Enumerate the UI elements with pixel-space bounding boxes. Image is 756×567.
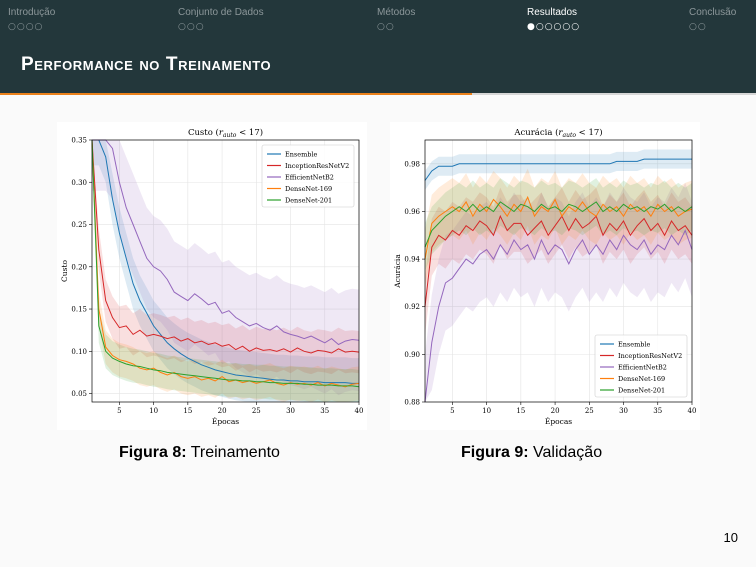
figure-8-text: Treinamento — [190, 444, 280, 461]
y-tick-label: 0.98 — [404, 160, 420, 168]
figure-9-caption: Figura 9: Validação — [461, 444, 602, 462]
figure-8-caption: Figura 8: Treinamento — [119, 444, 280, 462]
legend-box — [261, 144, 355, 208]
x-tick-label: 10 — [149, 407, 158, 415]
legend: Ensemble InceptionResNetV2 EfficientNetB2 D… — [594, 334, 688, 398]
band-densenet-169 — [425, 168, 692, 288]
x-tick-label: 40 — [688, 407, 697, 415]
nav-dots-introducao[interactable]: ○○○○ — [8, 22, 44, 32]
nav-dots-resultados[interactable]: ●○○○○○ — [527, 22, 581, 32]
x-axis-label: Épocas — [212, 417, 239, 426]
x-tick-label: 25 — [585, 407, 594, 415]
nav-section-introducao[interactable]: Introdução — [8, 7, 56, 18]
x-tick-label: 30 — [286, 407, 295, 415]
band-efficientnetb2 — [92, 140, 359, 396]
band-densenet-201 — [425, 178, 692, 271]
legend-label-inceptionresnetv2: InceptionResNetV2 — [618, 352, 682, 360]
band-densenet-169 — [92, 140, 359, 402]
x-tick-label: 35 — [653, 407, 662, 415]
line-efficientnetb2 — [424, 229, 693, 403]
section-navigation: Introdução ○○○○ Conjunto de Dados ○○○ Mé… — [0, 0, 756, 36]
line-ensemble — [92, 139, 359, 384]
legend-box — [594, 334, 688, 398]
band-inceptionresnetv2 — [92, 140, 359, 375]
nav-dots-metodos[interactable]: ○○ — [377, 22, 395, 32]
legend-label-ensemble: Ensemble — [285, 151, 318, 159]
y-tick-label: 0.15 — [71, 306, 87, 314]
line-densenet-201 — [424, 201, 693, 248]
loss-chart: Custo (rauto < 17) 5 10 15 20 25 30 35 40 0.05 0.1… — [60, 127, 364, 426]
band-densenet-201 — [92, 140, 359, 402]
band-ensemble — [92, 140, 359, 402]
y-tick-label: 0.25 — [71, 221, 87, 229]
legend: Ensemble InceptionResNetV2 EfficientNetB2 D… — [261, 144, 355, 208]
nav-section-resultados[interactable]: Resultados — [527, 7, 578, 18]
x-tick-label: 15 — [183, 407, 192, 415]
accuracy-chart: Acurácia (rauto < 17) 5 10 15 20 25 30 35 40 0.88… — [393, 127, 697, 426]
legend-label-efficientnetb2: EfficientNetB2 — [285, 174, 334, 182]
y-tick-label: 0.10 — [71, 348, 87, 356]
figure-8-label: Figura 8: — [119, 444, 187, 461]
line-inceptionresnetv2 — [424, 214, 693, 307]
y-axis-label: Acurácia — [393, 254, 402, 289]
plot-frame — [424, 139, 693, 403]
y-tick-label: 0.35 — [71, 137, 87, 145]
figure-training-loss: Custo (rauto < 17) 5 10 15 20 25 30 35 40 0.05 0.1… — [57, 122, 367, 430]
x-tick-label: 5 — [450, 407, 454, 415]
band-ensemble — [425, 149, 692, 190]
y-tick-label: 0.20 — [71, 263, 87, 271]
x-tick-label: 20 — [218, 407, 227, 415]
x-tick-label: 40 — [355, 407, 364, 415]
page-number: 10 — [723, 530, 738, 545]
chart-title: Custo (rauto < 17) — [188, 127, 263, 139]
y-tick-label: 0.30 — [71, 179, 87, 187]
figure-validation-accuracy: Acurácia (rauto < 17) 5 10 15 20 25 30 35 40 0.88… — [390, 122, 700, 430]
chart-title: Acurácia (rauto < 17) — [513, 127, 602, 139]
legend-label-efficientnetb2: EfficientNetB2 — [618, 364, 667, 372]
x-tick-label: 35 — [320, 407, 329, 415]
x-tick-label: 10 — [482, 407, 491, 415]
line-ensemble — [424, 158, 692, 181]
figure-9-label: Figura 9: — [461, 444, 529, 461]
y-tick-label: 0.05 — [71, 390, 87, 398]
legend-label-densenet-169: DenseNet-169 — [618, 375, 665, 383]
legend-label-densenet-201: DenseNet-201 — [618, 387, 665, 395]
legend-label-ensemble: Ensemble — [618, 341, 651, 349]
nav-dots-conclusao[interactable]: ○○ — [689, 22, 707, 32]
line-efficientnetb2 — [92, 139, 360, 346]
line-inceptionresnetv2 — [91, 139, 360, 354]
x-tick-label: 30 — [619, 407, 628, 415]
legend-label-inceptionresnetv2: InceptionResNetV2 — [285, 162, 349, 170]
legend-label-densenet-201: DenseNet-201 — [285, 197, 332, 205]
line-densenet-201 — [91, 139, 360, 388]
y-tick-label: 0.96 — [404, 208, 420, 216]
figure-9-text: Validação — [533, 444, 603, 461]
slide-title: Performance no Treinamento — [21, 54, 272, 75]
x-tick-label: 25 — [252, 407, 261, 415]
legend-label-densenet-169: DenseNet-169 — [285, 185, 332, 193]
x-tick-label: 15 — [516, 407, 525, 415]
nav-section-metodos[interactable]: Métodos — [377, 7, 416, 18]
x-axis-label: Épocas — [545, 417, 572, 426]
plot-frame — [91, 139, 360, 403]
nav-section-conclusao[interactable]: Conclusão — [689, 7, 737, 18]
y-tick-label: 0.92 — [404, 303, 420, 311]
y-tick-label: 0.88 — [404, 399, 420, 407]
nav-dots-conjunto-de-dados[interactable]: ○○○ — [178, 22, 205, 32]
x-tick-label: 20 — [551, 407, 560, 415]
y-tick-label: 0.90 — [404, 351, 420, 359]
frame-title-bar — [0, 36, 756, 94]
line-densenet-169 — [424, 195, 693, 260]
progress-bar — [0, 93, 472, 95]
y-tick-label: 0.94 — [404, 256, 420, 264]
y-axis-label: Custo — [60, 260, 69, 282]
nav-section-conjunto-de-dados[interactable]: Conjunto de Dados — [178, 7, 264, 18]
x-tick-label: 5 — [117, 407, 121, 415]
